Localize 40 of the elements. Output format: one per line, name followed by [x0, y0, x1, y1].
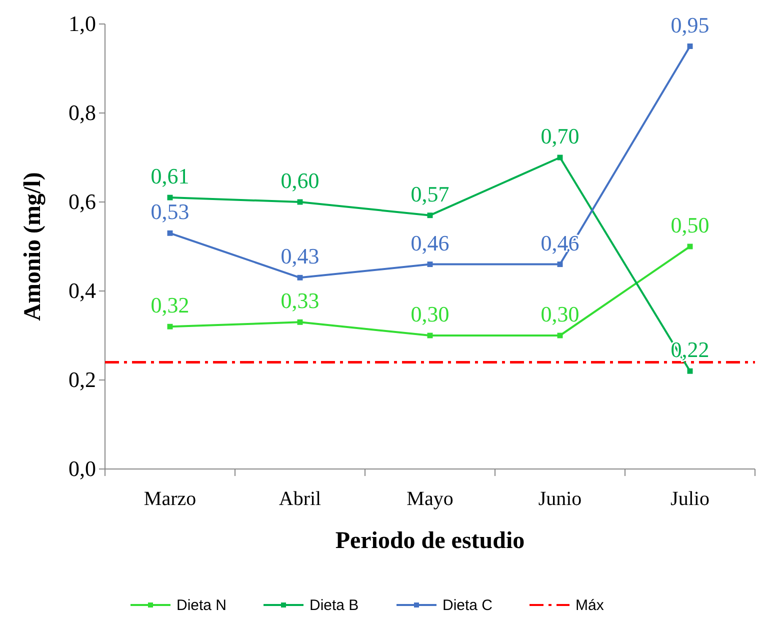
x-tick-label: Marzo	[144, 488, 196, 510]
data-label: 0,53	[150, 199, 190, 224]
data-label: 0,30	[410, 302, 450, 326]
legend-label: Dieta C	[442, 597, 493, 614]
x-axis-title: Periodo de estudio	[335, 528, 525, 554]
x-tick-label: Julio	[670, 488, 710, 510]
y-tick-label: 0,8	[68, 100, 96, 126]
data-label: 0,43	[280, 244, 320, 269]
x-tick-label: Abril	[278, 488, 322, 510]
point	[427, 212, 433, 218]
point	[167, 194, 173, 200]
legend-label: Máx	[576, 597, 604, 614]
data-label: 0,30	[540, 302, 580, 326]
point	[557, 262, 563, 268]
point	[167, 324, 173, 330]
y-tick-label: 0,4	[68, 278, 96, 304]
data-label: 0,57	[410, 181, 450, 206]
data-label: 0,50	[670, 212, 710, 238]
point	[297, 274, 303, 280]
y-tick-label: 1,0	[68, 11, 96, 36]
y-tick-label: 0,0	[68, 456, 96, 482]
legend-label: Dieta N	[176, 597, 227, 614]
data-label: 0,61	[150, 164, 190, 189]
point	[427, 262, 433, 268]
point	[167, 230, 173, 236]
x-tick-label: Junio	[538, 488, 582, 510]
y-axis-title: Amonio (mg/l)	[20, 172, 46, 321]
legend-label: Dieta B	[310, 597, 359, 614]
y-tick-label: 0,2	[68, 367, 96, 392]
data-label: 0,95	[670, 12, 710, 38]
data-label: 0,70	[540, 124, 580, 148]
point	[687, 368, 693, 374]
data-label: 0,33	[280, 288, 320, 314]
data-label: 0,60	[280, 168, 320, 193]
y-tick-label: 0,6	[68, 189, 96, 214]
point	[297, 319, 303, 325]
data-label: 0,46	[410, 230, 450, 256]
x-tick-label: Mayo	[406, 488, 454, 510]
point	[687, 44, 693, 49]
data-label: 0,32	[150, 292, 190, 318]
